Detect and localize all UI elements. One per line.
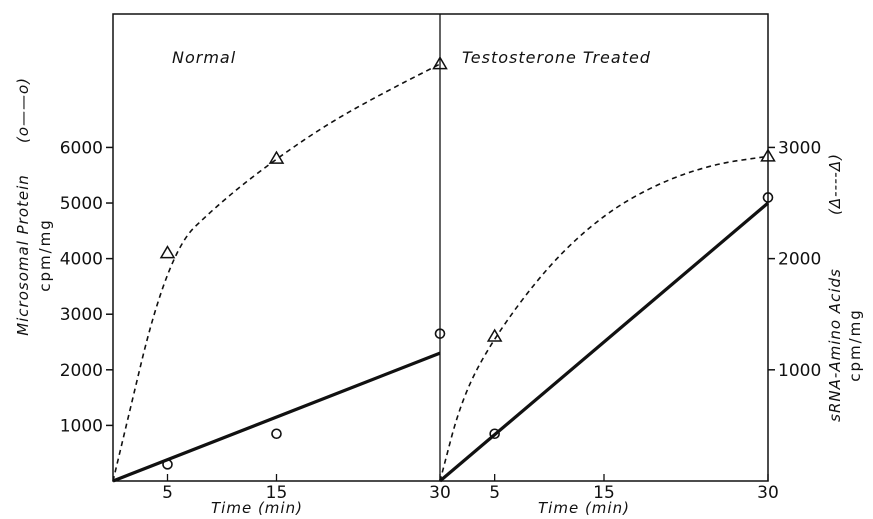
x-tick-label: 15 [266,483,288,503]
plot-frame [112,13,769,482]
srna-point [760,148,776,162]
protein-point [762,192,774,203]
panel-title-normal: Normal [172,48,236,67]
left-tick-label: 5000 [60,194,103,214]
x-tick-label: 15 [593,483,615,503]
data-marks [112,56,776,483]
left-tick-label: 3000 [60,305,103,325]
srna-point [432,56,448,70]
left-tick-label: 1000 [60,416,103,436]
left-axis-title: Microsomal Protein [14,174,32,336]
left-tick-label: 6000 [60,138,103,158]
protein-point [434,328,446,339]
left-axis-unit: cpm/mg [36,218,54,292]
left-axis-legend-symbol: (o——o) [14,77,32,143]
x-tick-label: 30 [757,483,779,503]
x-tick-label: 5 [162,483,173,503]
protein-point [271,428,282,440]
x-axis-title-left: Time (min) [211,499,303,517]
x-tick-label: 5 [489,483,500,503]
x-axis-title-right: Time (min) [538,499,630,517]
right-tick-label: 1000 [778,361,821,381]
axis-ticks: 1000 2000 3000 4000 5000 6000 1000 2000 3000 5 15 3… [60,138,822,503]
srna-point [268,150,285,164]
left-tick-label: 4000 [60,250,103,270]
panel-title-testosterone: Testosterone Treated [462,48,651,67]
right-axis-title: sRNA-Amino Acids [826,268,844,422]
protein-point [162,459,173,470]
protein-fit-line [112,351,441,483]
protein-fit-line [438,201,770,483]
x-tick-label: 30 [429,483,451,503]
srna-point [486,328,503,342]
right-tick-label: 3000 [778,138,821,158]
srna-curve [112,63,441,482]
right-tick-label: 2000 [778,250,821,270]
protein-point [489,428,500,440]
right-axis-legend-symbol: (Δ----Δ) [826,153,844,215]
left-tick-label: 2000 [60,361,103,381]
srna-point [159,245,176,259]
srna-curve [439,155,769,482]
right-axis-unit: cpm/mg [846,308,864,382]
